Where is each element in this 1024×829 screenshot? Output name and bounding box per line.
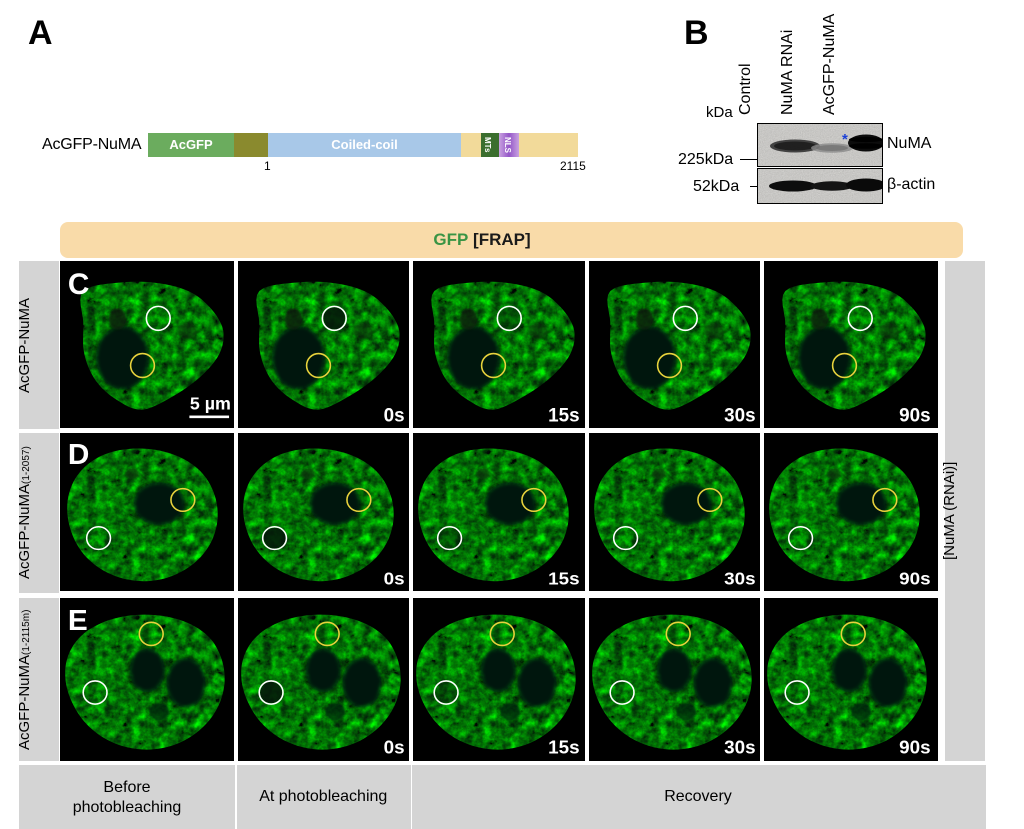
svg-text:D: D [68,440,89,471]
svg-text:0s: 0s [383,405,404,426]
svg-text:30s: 30s [724,736,755,757]
svg-text:90s: 90s [899,736,930,757]
svg-text:15s: 15s [548,569,579,589]
svg-text:90s: 90s [899,569,930,589]
svg-text:E: E [68,604,88,637]
svg-text:0s: 0s [383,569,404,589]
svg-text:30s: 30s [724,405,755,426]
svg-text:30s: 30s [724,569,755,589]
svg-text:15s: 15s [548,736,579,757]
svg-text:C: C [68,268,89,301]
svg-text:0s: 0s [383,736,404,757]
svg-text:5 µm: 5 µm [190,394,231,414]
svg-text:90s: 90s [899,405,930,426]
svg-text:15s: 15s [548,405,579,426]
